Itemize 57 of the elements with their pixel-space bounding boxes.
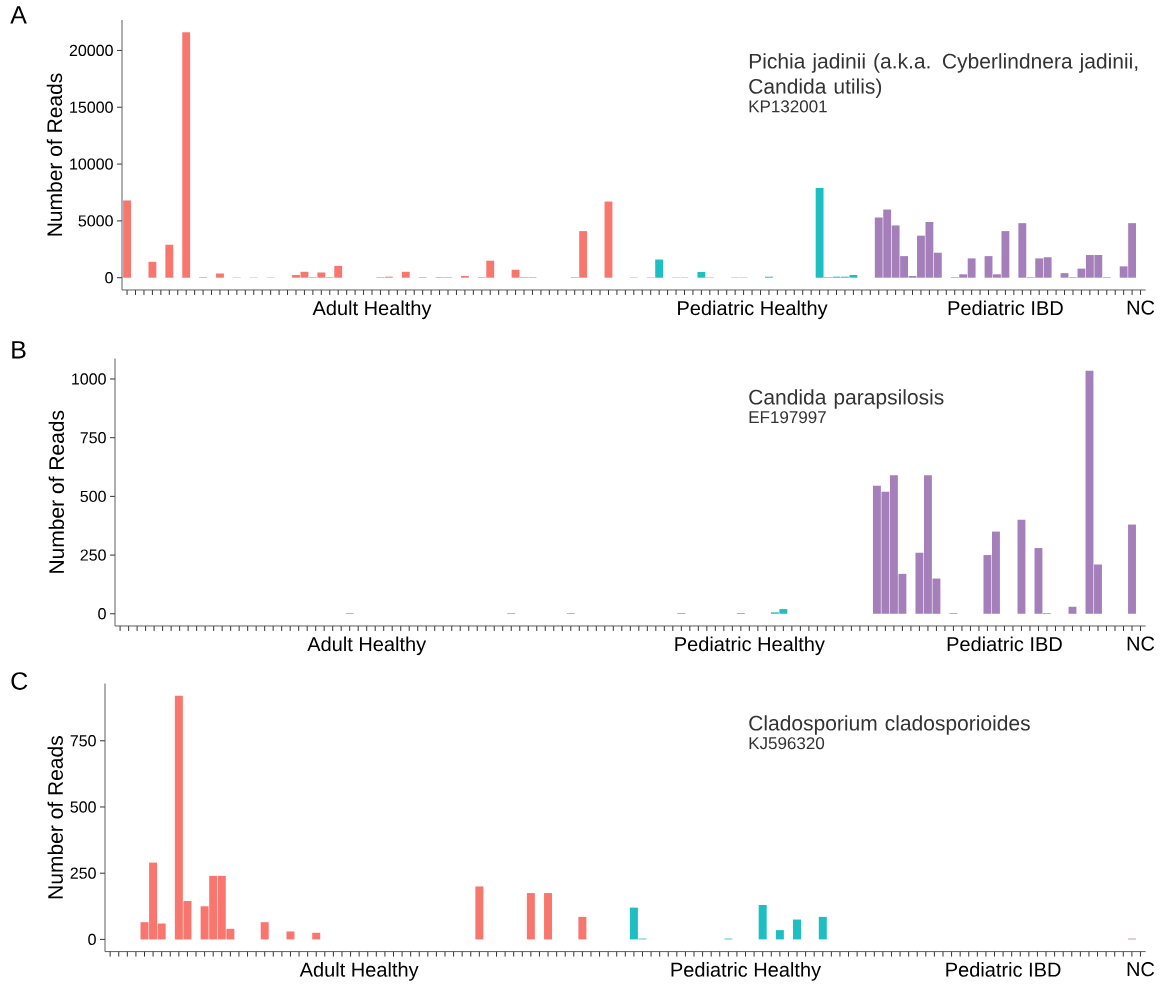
bar [629,907,638,940]
x-tick-label: Pediatric Healthy [671,962,822,981]
bar [123,200,131,278]
x-tick-label: Pediatric Healthy [675,636,825,656]
bar [818,916,827,940]
annotation: EF197997 [749,411,826,424]
annotation: KJ596320 [749,737,825,750]
y-tick-label: 10000 [70,158,113,170]
y-tick-label: 15000 [70,101,113,113]
bar [475,886,484,940]
y-tick-label: 750 [70,735,96,747]
y-tick-label: 500 [80,490,106,503]
x-tick-label: Pediatric IBD [947,636,1062,652]
annotation: Candida parapsilosis [749,389,944,409]
x-tick-label: NC [1127,300,1155,315]
bar [544,893,553,940]
y-tick-label: 250 [70,867,96,879]
y-tick-label: 750 [80,432,106,444]
bar [793,919,802,940]
y-tick-label: 20000 [69,44,113,57]
chart-title: C [11,672,28,690]
bar [401,271,410,278]
x-tick-label: Adult Healthy [307,636,427,656]
bar [775,930,784,940]
chart-title: B [12,341,26,359]
y-axis-title: Number of Reads [47,736,63,899]
bar [260,922,269,940]
x-tick-label: Pediatric IBD [948,300,1063,316]
bar [182,32,191,278]
x-tick-label: Adult Healthy [299,962,419,981]
chart-title: A [10,6,27,24]
x-tick-label: Pediatric IBD [946,962,1061,977]
y-tick-label: 0 [88,933,96,946]
x-tick-label: Pediatric Healthy [678,300,828,320]
annotation: Pichia jadinii (a.k.a. Cyberlindnera jadinii, Candida utilis) [749,53,1138,98]
bar [165,244,174,278]
y-axis-title: Number of Reads [46,73,63,236]
y-axis-title: Number of Reads [48,410,65,573]
bar [312,932,321,940]
bar [758,904,767,940]
y-tick-label: 0 [105,272,113,284]
y-tick-label: 250 [80,549,106,561]
y-tick-label: 500 [70,801,96,813]
x-tick-label: NC [1127,962,1155,977]
x-tick-label: NC [1127,636,1155,651]
bar [1128,524,1136,614]
bar [216,273,224,278]
annotation: Cladosporium cladosporioides [749,715,1030,735]
bar [578,916,587,940]
x-tick-label: Adult Healthy [312,300,432,320]
bar [148,261,157,278]
y-tick-label: 1000 [72,373,106,385]
y-tick-label: 0 [98,608,106,620]
y-tick-label: 5000 [78,215,113,227]
bar [286,931,295,940]
annotation: KP132001 [749,100,827,113]
bar [526,893,535,940]
